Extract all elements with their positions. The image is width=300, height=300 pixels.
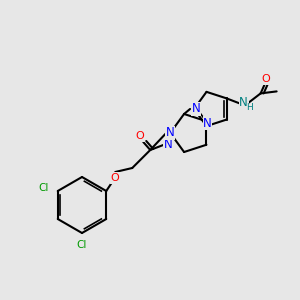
Text: H: H bbox=[246, 103, 253, 112]
Text: N: N bbox=[203, 117, 212, 130]
Text: N: N bbox=[166, 127, 175, 140]
Text: Cl: Cl bbox=[77, 240, 87, 250]
Text: N: N bbox=[164, 139, 172, 152]
Text: N: N bbox=[239, 96, 248, 109]
Text: O: O bbox=[111, 173, 120, 183]
Text: O: O bbox=[261, 74, 270, 84]
Text: N: N bbox=[192, 103, 200, 116]
Text: Cl: Cl bbox=[39, 183, 49, 193]
Text: O: O bbox=[136, 131, 145, 141]
